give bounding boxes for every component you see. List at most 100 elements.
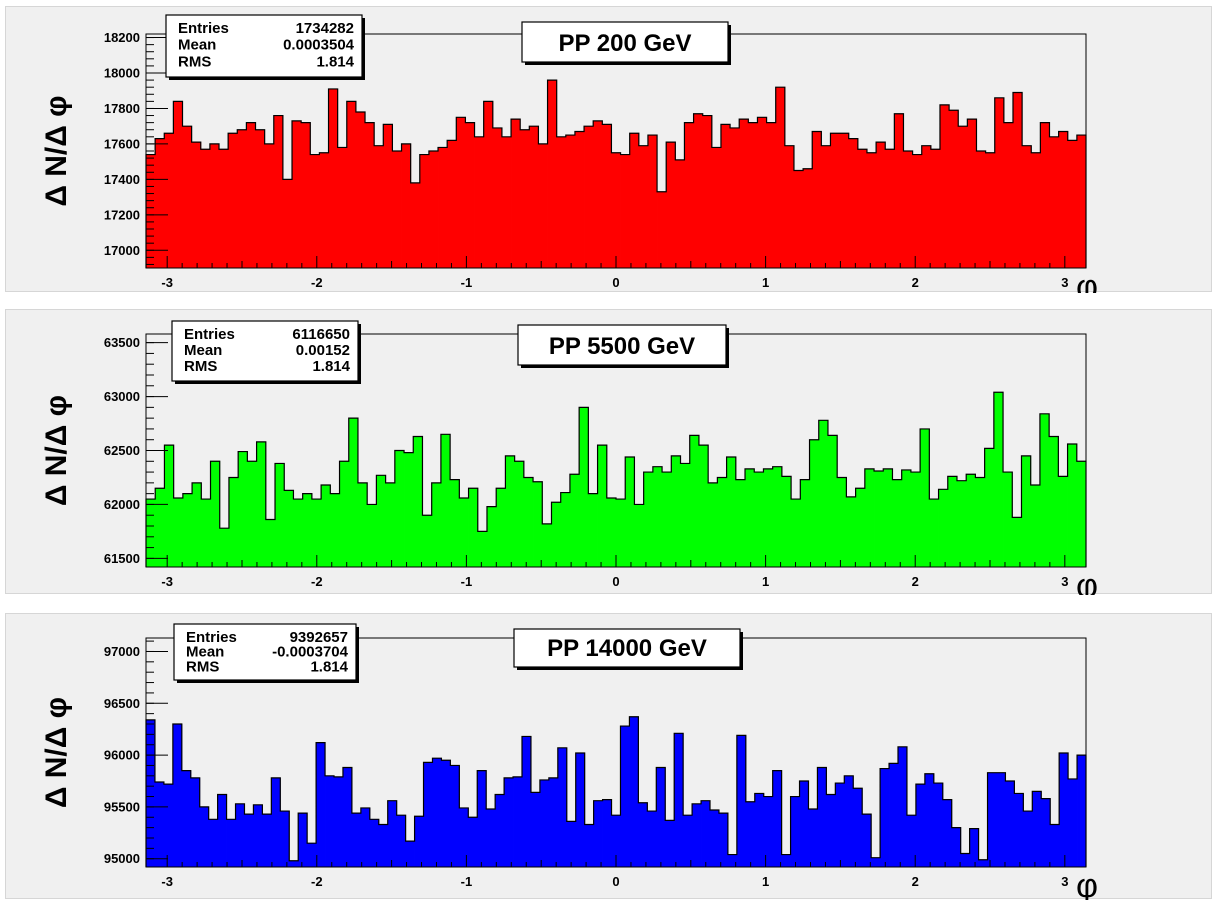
stats-rms-value: 1.814 [312,358,350,375]
hist-bin [302,493,313,567]
hist-bin [456,117,466,269]
hist-bin [839,133,850,268]
hist-bin [864,468,875,567]
hist-bin [616,499,626,567]
stats-mean-value: 0.00152 [296,342,350,359]
hist-bin [949,110,959,269]
stats-mean-label: Mean [178,37,216,54]
hist-bin [474,136,485,268]
hist-bin [468,817,478,867]
y-axis: 95000 95500 96000 96500 97000 [104,640,168,866]
hist-bin [360,807,371,867]
hist-bin [754,793,765,867]
hist-bin [638,802,648,867]
hist-bin [310,154,320,268]
y-tick-label: 97000 [104,644,140,659]
hist-bin [597,445,608,567]
hist-bin [906,815,917,867]
hist-bin [1067,140,1078,268]
hist-bin [883,468,893,567]
hist-bin [566,821,577,867]
hist-bin [459,497,469,567]
hist-bin [929,499,939,567]
x-tick-label: 0 [612,574,619,589]
hist-bin [348,418,359,567]
hist-bin [405,841,415,867]
x-axis: -3 -2 -1 0 1 2 3 [161,555,1068,589]
hist-bin [228,477,239,567]
hist-bin [593,120,603,268]
hist-bin [629,133,640,268]
y-tick-label: 63500 [104,335,140,350]
y-tick-label: 18000 [104,66,140,81]
hist-bin [208,819,219,867]
hist-bin [182,126,193,268]
hist-bin [551,502,562,567]
hist-bin [680,463,691,567]
hist-bin [328,88,339,268]
hist-bin [247,461,257,567]
hist-bin [800,479,810,567]
hist-bin [784,145,795,268]
hist-bin [584,126,594,268]
hist-bin [956,480,967,567]
hist-bin [866,152,877,268]
hist-bin [920,428,930,567]
stats-rms-label: RMS [186,658,219,675]
hist-bin [450,479,460,567]
hist-bin [960,853,971,867]
hist-bin [939,104,950,268]
stats-entries-value: 9392657 [290,629,348,646]
stats-box-bg [173,623,357,681]
hist-bin [246,122,256,269]
x-tick-label: -2 [311,574,323,589]
hist-bin [339,461,350,567]
hist-bin [334,776,344,867]
hist-bin [894,113,904,268]
hist-bin [938,489,949,567]
stats-mean-label: Mean [186,644,224,661]
hist-bin [625,456,635,567]
hist-bin [1030,485,1041,567]
hist-bin [885,149,895,268]
hist-bin [325,775,335,867]
hist-bin [871,857,881,867]
hist-bin [638,145,649,268]
hist-bin [192,482,202,567]
hist-bin [611,815,621,867]
y-axis-label: Δ N/Δ φ [40,95,73,206]
hist-bin [146,154,156,268]
hist-bin [529,126,539,268]
hist-bin [253,804,263,867]
hist-bin [486,808,496,867]
hist-bin [459,807,469,867]
hist-bin [533,481,543,567]
pad-200gev: 17000 17200 17400 17600 17800 18000 18200 -3 -2-… [5,6,1212,293]
hist-bin [757,117,767,269]
hist-bin [292,120,302,268]
hist-bin [574,131,585,268]
hist-bin [898,746,908,867]
hist-bin [256,441,267,567]
hist-bin [181,770,192,867]
stats-entries-value: 6116650 [292,326,350,343]
hist-bin [1023,811,1033,867]
hist-bin [975,477,986,567]
hist-bin [735,479,746,567]
hist-bin [483,101,494,268]
stats-entries-label: Entries [184,326,235,343]
hist-bin [422,515,433,567]
hist-bin [947,476,958,567]
hist-bin [255,129,266,268]
stats-box: Entries 1734282 Mean 0.0003504 RMS 1.814 [165,14,365,80]
hist-bin [1014,793,1024,867]
y-tick-label: 95000 [104,851,140,866]
title-box [517,324,727,366]
hist-bin [273,115,284,268]
hist-bin [634,504,645,567]
hist-bin [164,445,175,567]
hist-bin [146,499,156,567]
stats-entries-value: 1734282 [296,20,354,37]
y-tick-label: 17400 [104,172,140,187]
hist-bin [387,800,398,867]
